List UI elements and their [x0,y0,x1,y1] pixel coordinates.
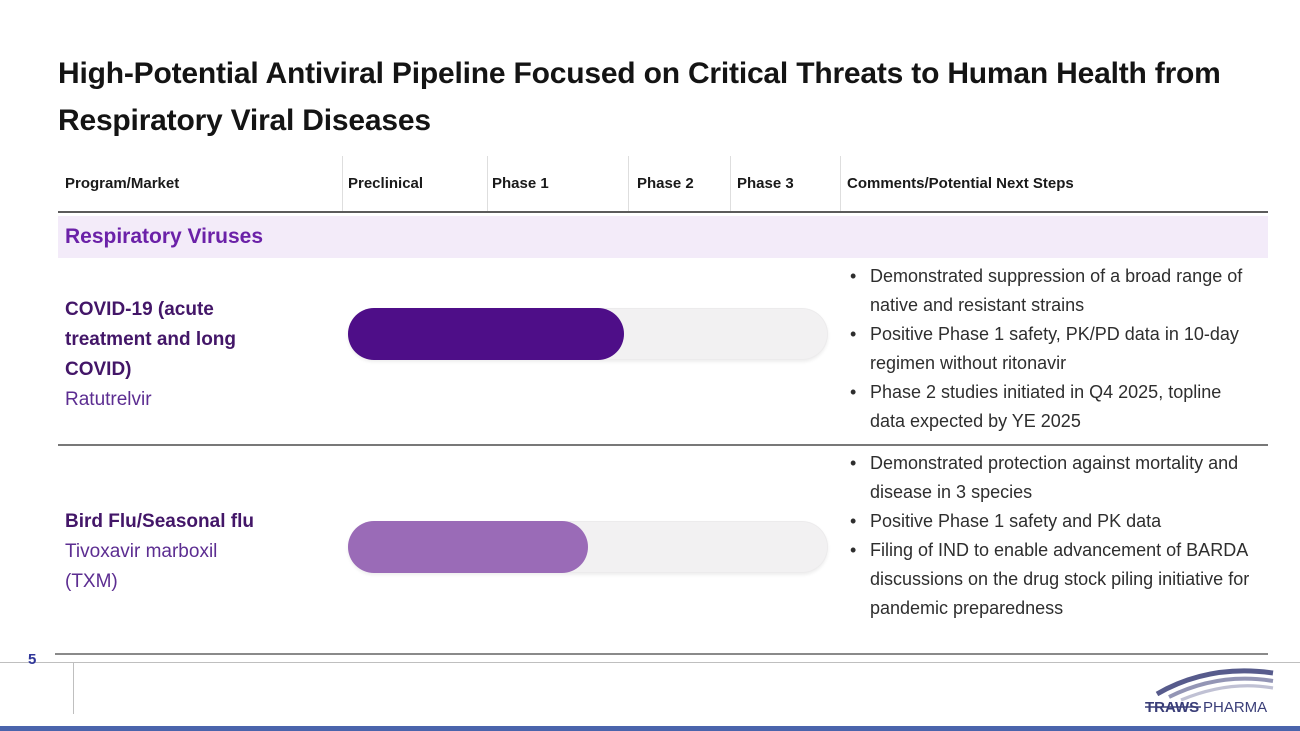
comment-item: Phase 2 studies initiated in Q4 2025, to… [846,378,1250,436]
logo-text-traws: TRAWS [1145,699,1199,716]
section-header-band: Respiratory Viruses [58,216,1268,258]
header-divider-line [58,211,1268,213]
column-header-program: Program/Market [65,175,180,192]
column-header-phase3: Phase 3 [737,175,794,192]
comments-list-covid19: Demonstrated suppression of a broad rang… [846,262,1250,436]
pipeline-bar-fill-covid19 [348,308,624,360]
logo-swoosh-icon [1155,668,1274,702]
drug-name: Ratutrelvir [65,389,152,410]
program-cell-covid19: COVID-19 (acute treatment and long COVID… [65,295,270,415]
footer-vertical-line [73,662,74,714]
column-header-comments: Comments/Potential Next Steps [847,175,1074,192]
column-divider [342,156,343,211]
bottom-accent-bar [0,726,1300,731]
pipeline-bar-track [348,308,828,360]
comment-item: Demonstrated protection against mortalit… [846,449,1250,507]
comment-item: Positive Phase 1 safety and PK data [846,507,1250,536]
pipeline-bar-track [348,521,828,573]
table-bottom-line [55,653,1268,655]
column-divider [628,156,629,211]
column-divider [840,156,841,211]
pipeline-bar-fill-birdflu [348,521,588,573]
comment-item: Positive Phase 1 safety, PK/PD data in 1… [846,320,1250,378]
slide-title: High-Potential Antiviral Pipeline Focuse… [58,57,1221,137]
column-header-phase2: Phase 2 [637,175,694,192]
comment-item: Demonstrated suppression of a broad rang… [846,262,1250,320]
footer-hairline [0,662,1300,663]
traws-pharma-logo: TRAWS PHARMA [1145,668,1274,716]
program-cell-birdflu: Bird Flu/Seasonal flu Tivoxavir marboxil… [65,507,310,597]
program-name: Bird Flu/Seasonal flu [65,511,254,532]
page-number: 5 [28,651,37,668]
column-divider [487,156,488,211]
program-name: COVID-19 (acute treatment and long COVID… [65,299,237,380]
comment-item: Filing of IND to enable advancement of B… [846,536,1250,623]
section-header-label: Respiratory Viruses [65,225,264,248]
drug-name: Tivoxavir marboxil (TXM) [65,541,218,592]
comments-list-birdflu: Demonstrated protection against mortalit… [846,449,1250,623]
row-divider-line [58,444,1268,446]
column-header-preclinical: Preclinical [348,175,424,192]
column-header-phase1: Phase 1 [492,175,549,192]
logo-text-pharma: PHARMA [1203,699,1267,716]
column-divider [730,156,731,211]
